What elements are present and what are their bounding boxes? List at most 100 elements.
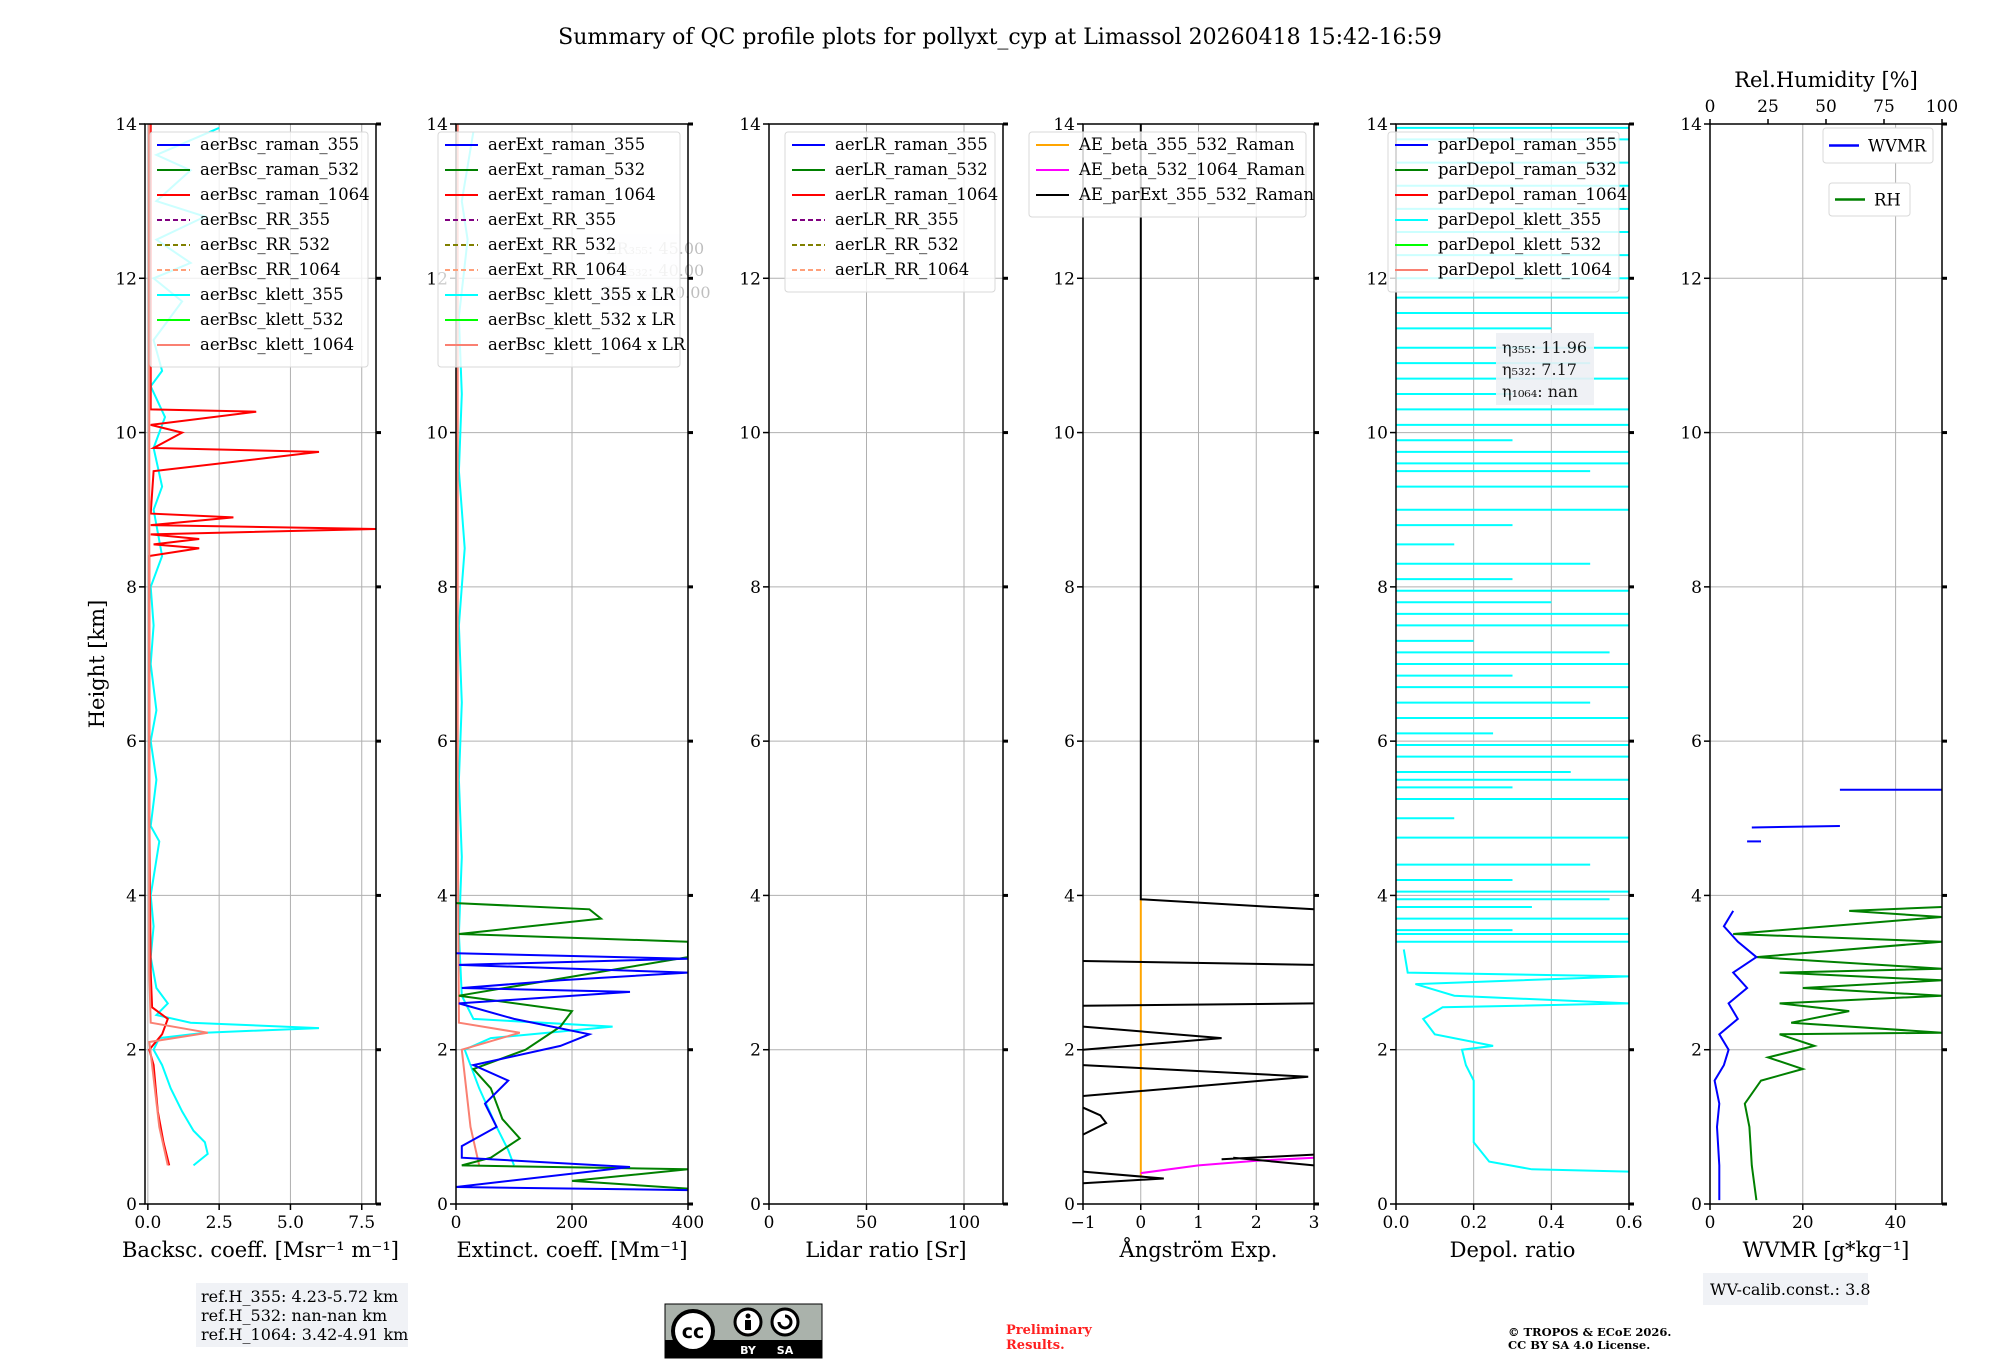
y-tick-label: 8 <box>1691 578 1702 598</box>
legend-entry: parDepol_raman_1064 <box>1438 185 1627 204</box>
y-tick-label: 14 <box>115 115 137 135</box>
x-tick-label: 0.0 <box>134 1213 161 1233</box>
x-tick-label: 0.0 <box>1382 1213 1409 1233</box>
legend-entry: aerLR_raman_1064 <box>835 185 998 204</box>
x-tick-label: 200 <box>556 1213 588 1233</box>
ref-height-1064: ref.H_1064: 3.42-4.91 km <box>201 1325 408 1344</box>
x-tick-label: 20 <box>1792 1213 1814 1233</box>
y-tick-label: 0 <box>126 1195 137 1215</box>
y-tick-label: 12 <box>739 269 761 289</box>
y-tick-label: 2 <box>437 1041 448 1061</box>
y-tick-label: 10 <box>115 424 137 444</box>
y-tick-label: 2 <box>1691 1041 1702 1061</box>
svg-text:BY: BY <box>740 1344 757 1357</box>
y-tick-label: 0 <box>1377 1195 1388 1215</box>
legend-entry: aerBsc_RR_1064 <box>200 260 341 279</box>
y-tick-label: 4 <box>437 886 448 906</box>
x-tick-label: 0 <box>1135 1213 1146 1233</box>
y-tick-label: 8 <box>1064 578 1075 598</box>
x-tick-label: 3 <box>1309 1213 1320 1233</box>
series-AE_beta_532_1064_Raman <box>1140 1156 1314 1175</box>
wv-calib-box <box>1703 1273 1868 1305</box>
y-tick-label: 12 <box>1366 269 1388 289</box>
legend-entry: aerBsc_klett_532 x LR <box>488 310 675 329</box>
legend-entry: WVMR <box>1868 137 1927 156</box>
y-tick-label: 4 <box>126 886 137 906</box>
ref-height-532: ref.H_532: nan-nan km <box>201 1306 387 1325</box>
top-x-tick-label: 50 <box>1815 97 1837 117</box>
y-tick-label: 0 <box>1064 1195 1075 1215</box>
y-tick-label: 6 <box>750 732 761 752</box>
x-axis-label: Ångström Exp. <box>1119 1237 1278 1262</box>
x-tick-label: −1 <box>1070 1213 1095 1233</box>
panel-lidar-ratio: 0 2 4 6 8 10 12 14 0 50 100 Lidar ratio [Sr] aerLR_r… <box>739 115 1008 1262</box>
preliminary-label-2: Results. <box>1006 1338 1065 1353</box>
y-tick-label: 2 <box>750 1041 761 1061</box>
x-tick-label: 0 <box>1705 1213 1716 1233</box>
preliminary-label: Preliminary <box>1006 1323 1092 1338</box>
legend-entry: aerBsc_RR_532 <box>200 235 330 254</box>
annotation-line: η₅₃₂: 7.17 <box>1502 360 1577 379</box>
y-tick-label: 0 <box>750 1195 761 1215</box>
legend-entry: aerExt_RR_532 <box>488 235 616 254</box>
x-tick-label: 1 <box>1193 1213 1204 1233</box>
legend-entry: RH <box>1874 191 1901 210</box>
legend-entry: aerBsc_klett_1064 x LR <box>488 335 686 354</box>
y-tick-label: 14 <box>1680 115 1702 135</box>
x-tick-label: 400 <box>672 1213 704 1233</box>
x-tick-label: 0.4 <box>1538 1213 1565 1233</box>
y-tick-label: 8 <box>126 578 137 598</box>
x-axis-label: Depol. ratio <box>1450 1238 1576 1262</box>
series-WVMR-segment-4.9 <box>1751 825 1840 829</box>
cc-icon <box>671 1309 715 1353</box>
x-tick-label: 5.0 <box>277 1213 304 1233</box>
svg-text:SA: SA <box>777 1344 794 1357</box>
legend-entry: aerLR_RR_1064 <box>835 260 969 279</box>
legend: parDepol_raman_355 parDepol_raman_532 parD… <box>1387 131 1627 293</box>
series-parDepol_klett_355 <box>1402 949 1629 1173</box>
top-x-tick-label: 0 <box>1705 97 1716 117</box>
y-tick-label: 2 <box>1064 1041 1075 1061</box>
x-axis-label: Backsc. coeff. [Msr⁻¹ m⁻¹] <box>122 1238 399 1262</box>
y-tick-label: 8 <box>750 578 761 598</box>
legend-entry: aerExt_RR_1064 <box>488 260 627 279</box>
legend-entry: parDepol_raman_532 <box>1438 160 1617 179</box>
y-tick-label: 0 <box>437 1195 448 1215</box>
axes-frame <box>144 123 377 1205</box>
top-x-tick-label: 100 <box>1926 97 1958 117</box>
figure-title: Summary of QC profile plots for pollyxt_… <box>558 25 1442 50</box>
x-tick-label: 0 <box>451 1213 462 1233</box>
panel-depol: 0 2 4 6 8 10 12 14 0.0 0.2 0.4 0.6 Depol. ratio η₃₅₅:… <box>1366 115 1642 1262</box>
legend-entry: aerExt_raman_355 <box>488 135 645 154</box>
legend-entry: aerLR_RR_532 <box>835 235 959 254</box>
x-tick-label: 0.2 <box>1460 1213 1487 1233</box>
y-tick-label: 14 <box>1053 115 1075 135</box>
svg-text:cc: cc <box>682 1321 705 1343</box>
x-tick-label: 40 <box>1885 1213 1907 1233</box>
series-RH <box>1733 906 1942 1201</box>
x-axis-label: Lidar ratio [Sr] <box>805 1238 966 1262</box>
y-tick-label: 14 <box>426 115 448 135</box>
annotation-line: η₁₀₆₄: nan <box>1502 382 1578 401</box>
legend-entry: aerExt_raman_532 <box>488 160 645 179</box>
annotation-box: η₃₅₅: 11.96 η₅₃₂: 7.17 η₁₀₆₄: nan <box>1496 333 1594 405</box>
legend-entry: aerBsc_klett_1064 <box>200 335 354 354</box>
cc-by-sa-logo: cc BY SA <box>664 1303 823 1359</box>
series-aerExt_raman_532 <box>456 902 688 1190</box>
legend-entry: AE_parExt_355_532_Raman <box>1078 185 1314 204</box>
legend-entry: aerExt_RR_355 <box>488 210 616 229</box>
top-x-axis-label: Rel.Humidity [%] <box>1734 68 1918 92</box>
y-tick-label: 10 <box>426 424 448 444</box>
legend-entry: AE_beta_532_1064_Raman <box>1078 160 1305 179</box>
y-tick-label: 8 <box>437 578 448 598</box>
y-tick-label: 4 <box>1691 886 1702 906</box>
y-axis-label: Height [km] <box>85 600 109 729</box>
legend-entry: aerBsc_klett_532 <box>200 310 344 329</box>
x-tick-label: 2 <box>1251 1213 1262 1233</box>
y-tick-label: 6 <box>437 732 448 752</box>
y-tick-label: 6 <box>1691 732 1702 752</box>
legend-entry: parDepol_klett_355 <box>1438 210 1601 229</box>
x-tick-label: 0.6 <box>1615 1213 1642 1233</box>
